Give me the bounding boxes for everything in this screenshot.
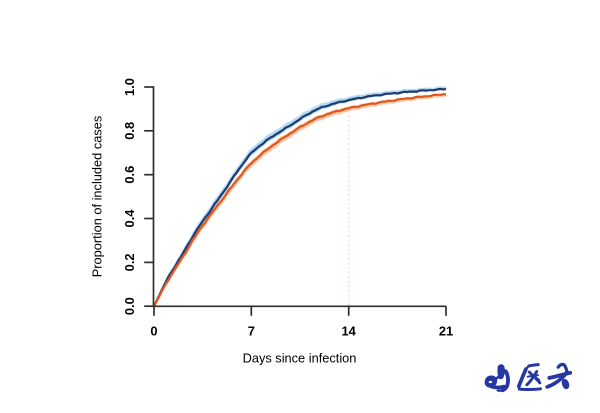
svg-text:0.2: 0.2 bbox=[122, 253, 137, 271]
svg-text:0.8: 0.8 bbox=[122, 122, 137, 140]
svg-text:21: 21 bbox=[439, 324, 453, 339]
svg-text:7: 7 bbox=[248, 324, 255, 339]
svg-text:1.0: 1.0 bbox=[122, 78, 137, 96]
svg-text:14: 14 bbox=[342, 324, 357, 339]
svg-text:Days since infection: Days since infection bbox=[243, 351, 357, 366]
svg-text:0.4: 0.4 bbox=[122, 209, 137, 228]
svg-text:0.0: 0.0 bbox=[122, 297, 137, 315]
svg-text:0.6: 0.6 bbox=[122, 166, 137, 184]
svg-text:Proportion of included cases: Proportion of included cases bbox=[90, 116, 105, 277]
svg-text:0: 0 bbox=[150, 324, 157, 339]
